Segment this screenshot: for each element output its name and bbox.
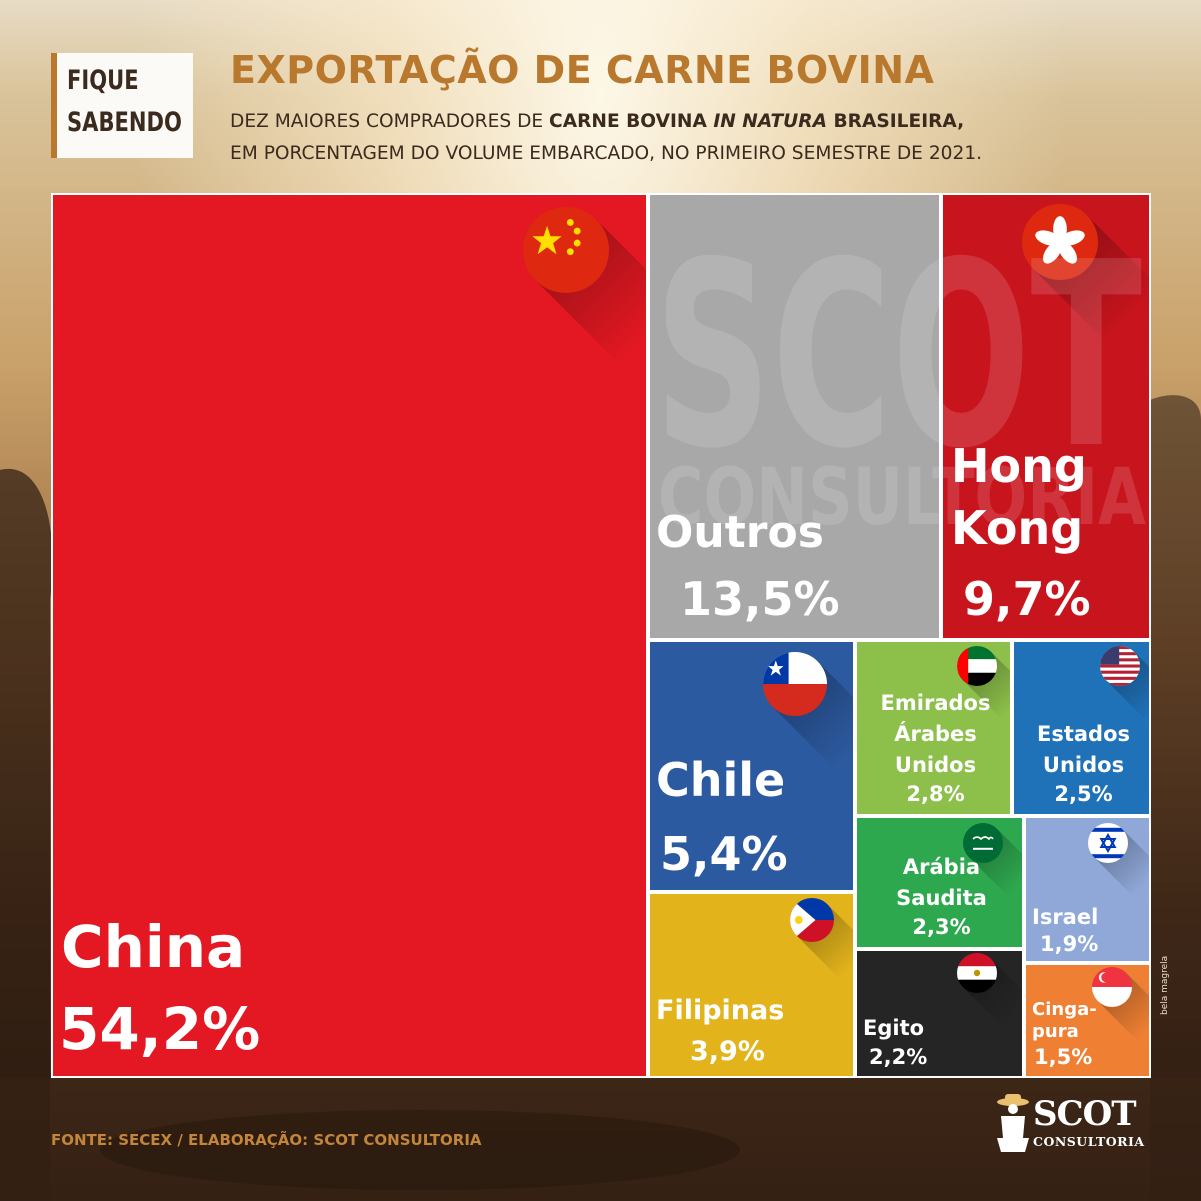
treemap-value: 54,2% <box>59 995 261 1063</box>
treemap-label: Hong Kong <box>951 439 1087 555</box>
treemap-value: 1,9% <box>1040 932 1099 956</box>
treemap-cell-emirados-rabes-unidos: Emirados Árabes Unidos 2,8% <box>855 640 1012 816</box>
cowboy-icon <box>997 1094 1029 1152</box>
uae-flag-icon <box>957 646 997 686</box>
source-note: FONTE: SECEX / ELABORAÇÃO: SCOT CONSULTO… <box>51 1131 482 1149</box>
usa-flag-icon <box>1100 646 1140 686</box>
treemap-value: 3,9% <box>690 1036 765 1067</box>
treemap-label: Emirados Árabes Unidos <box>880 691 991 777</box>
treemap-value: 5,4% <box>660 827 788 881</box>
hong-kong-flag-icon <box>1022 204 1098 280</box>
treemap-value: 2,5% <box>1054 782 1113 806</box>
subtitle-part-d: BRASILEIRA, <box>826 111 965 132</box>
treemap-chart: China 54,2% Outros 13,5% Hong Kong 9,7% Chile 5… <box>51 193 1151 1078</box>
subtitle-line1: DEZ MAIORES COMPRADORES DE CARNE BOVINA … <box>230 106 982 138</box>
chile-flag-icon <box>763 652 827 716</box>
treemap-value: 9,7% <box>963 572 1091 626</box>
treemap-label: Outros <box>656 507 824 558</box>
israel-flag-icon <box>1088 823 1128 863</box>
treemap-cell-cingapura: Cinga- pura 1,5% <box>1024 963 1151 1078</box>
subtitle: DEZ MAIORES COMPRADORES DE CARNE BOVINA … <box>230 106 982 170</box>
treemap-cell-chile: Chile 5,4% <box>648 640 855 892</box>
treemap-label: Cinga- pura <box>1032 999 1097 1042</box>
treemap-value: 2,8% <box>906 782 965 806</box>
treemap-label: Arábia Saudita <box>896 855 987 910</box>
treemap-label: Chile <box>656 753 786 807</box>
treemap-label: Israel <box>1032 905 1099 929</box>
designer-credit: bela magrela <box>1160 955 1170 1015</box>
treemap-label: Estados Unidos <box>1036 722 1130 777</box>
philippines-flag-icon <box>790 898 834 942</box>
subtitle-part-b: CARNE BOVINA <box>549 111 714 132</box>
scot-logo: SCOT CONSULTORIA <box>993 1090 1153 1160</box>
treemap-value: 2,2% <box>869 1045 928 1069</box>
subtitle-part-c: IN NATURA <box>713 111 827 132</box>
treemap-cell-filipinas: Filipinas 3,9% <box>648 892 855 1078</box>
treemap-cell-estados-unidos: Estados Unidos 2,5% <box>1012 640 1151 816</box>
subtitle-line2: EM PORCENTAGEM DO VOLUME EMBARCADO, NO P… <box>230 143 983 164</box>
treemap-value: 2,3% <box>912 915 971 939</box>
china-flag-icon <box>523 207 609 293</box>
treemap-cell-hong-kong: Hong Kong 9,7% <box>941 193 1151 640</box>
treemap-label: Filipinas <box>656 995 785 1026</box>
page-title: EXPORTAÇÃO DE CARNE BOVINA <box>230 48 935 92</box>
treemap-cell-ar-bia-saudita: Arábia Saudita 2,3% <box>855 816 1024 949</box>
badge-line2: SABENDO <box>67 107 182 138</box>
subtitle-part-a: DEZ MAIORES COMPRADORES DE <box>230 111 550 132</box>
badge-line1: FIQUE <box>67 65 139 96</box>
treemap-label: China <box>61 913 246 981</box>
fique-sabendo-badge: FIQUE SABENDO <box>51 53 193 158</box>
treemap-cell-china: China 54,2% <box>51 193 648 1078</box>
logo-text: SCOT <box>1033 1094 1137 1134</box>
treemap-cell-outros: Outros 13,5% <box>648 193 941 640</box>
logo-subtext: CONSULTORIA <box>1033 1134 1145 1149</box>
treemap-cell-egito: Egito 2,2% <box>855 949 1024 1078</box>
saudi-arabia-flag-icon <box>963 823 1003 863</box>
egypt-flag-icon <box>957 953 997 993</box>
treemap-value: 13,5% <box>680 572 840 626</box>
treemap-label: Egito <box>863 1016 925 1040</box>
singapore-flag-icon <box>1092 967 1132 1007</box>
treemap-value: 1,5% <box>1034 1045 1093 1069</box>
treemap-cell-israel: Israel 1,9% <box>1024 816 1151 963</box>
